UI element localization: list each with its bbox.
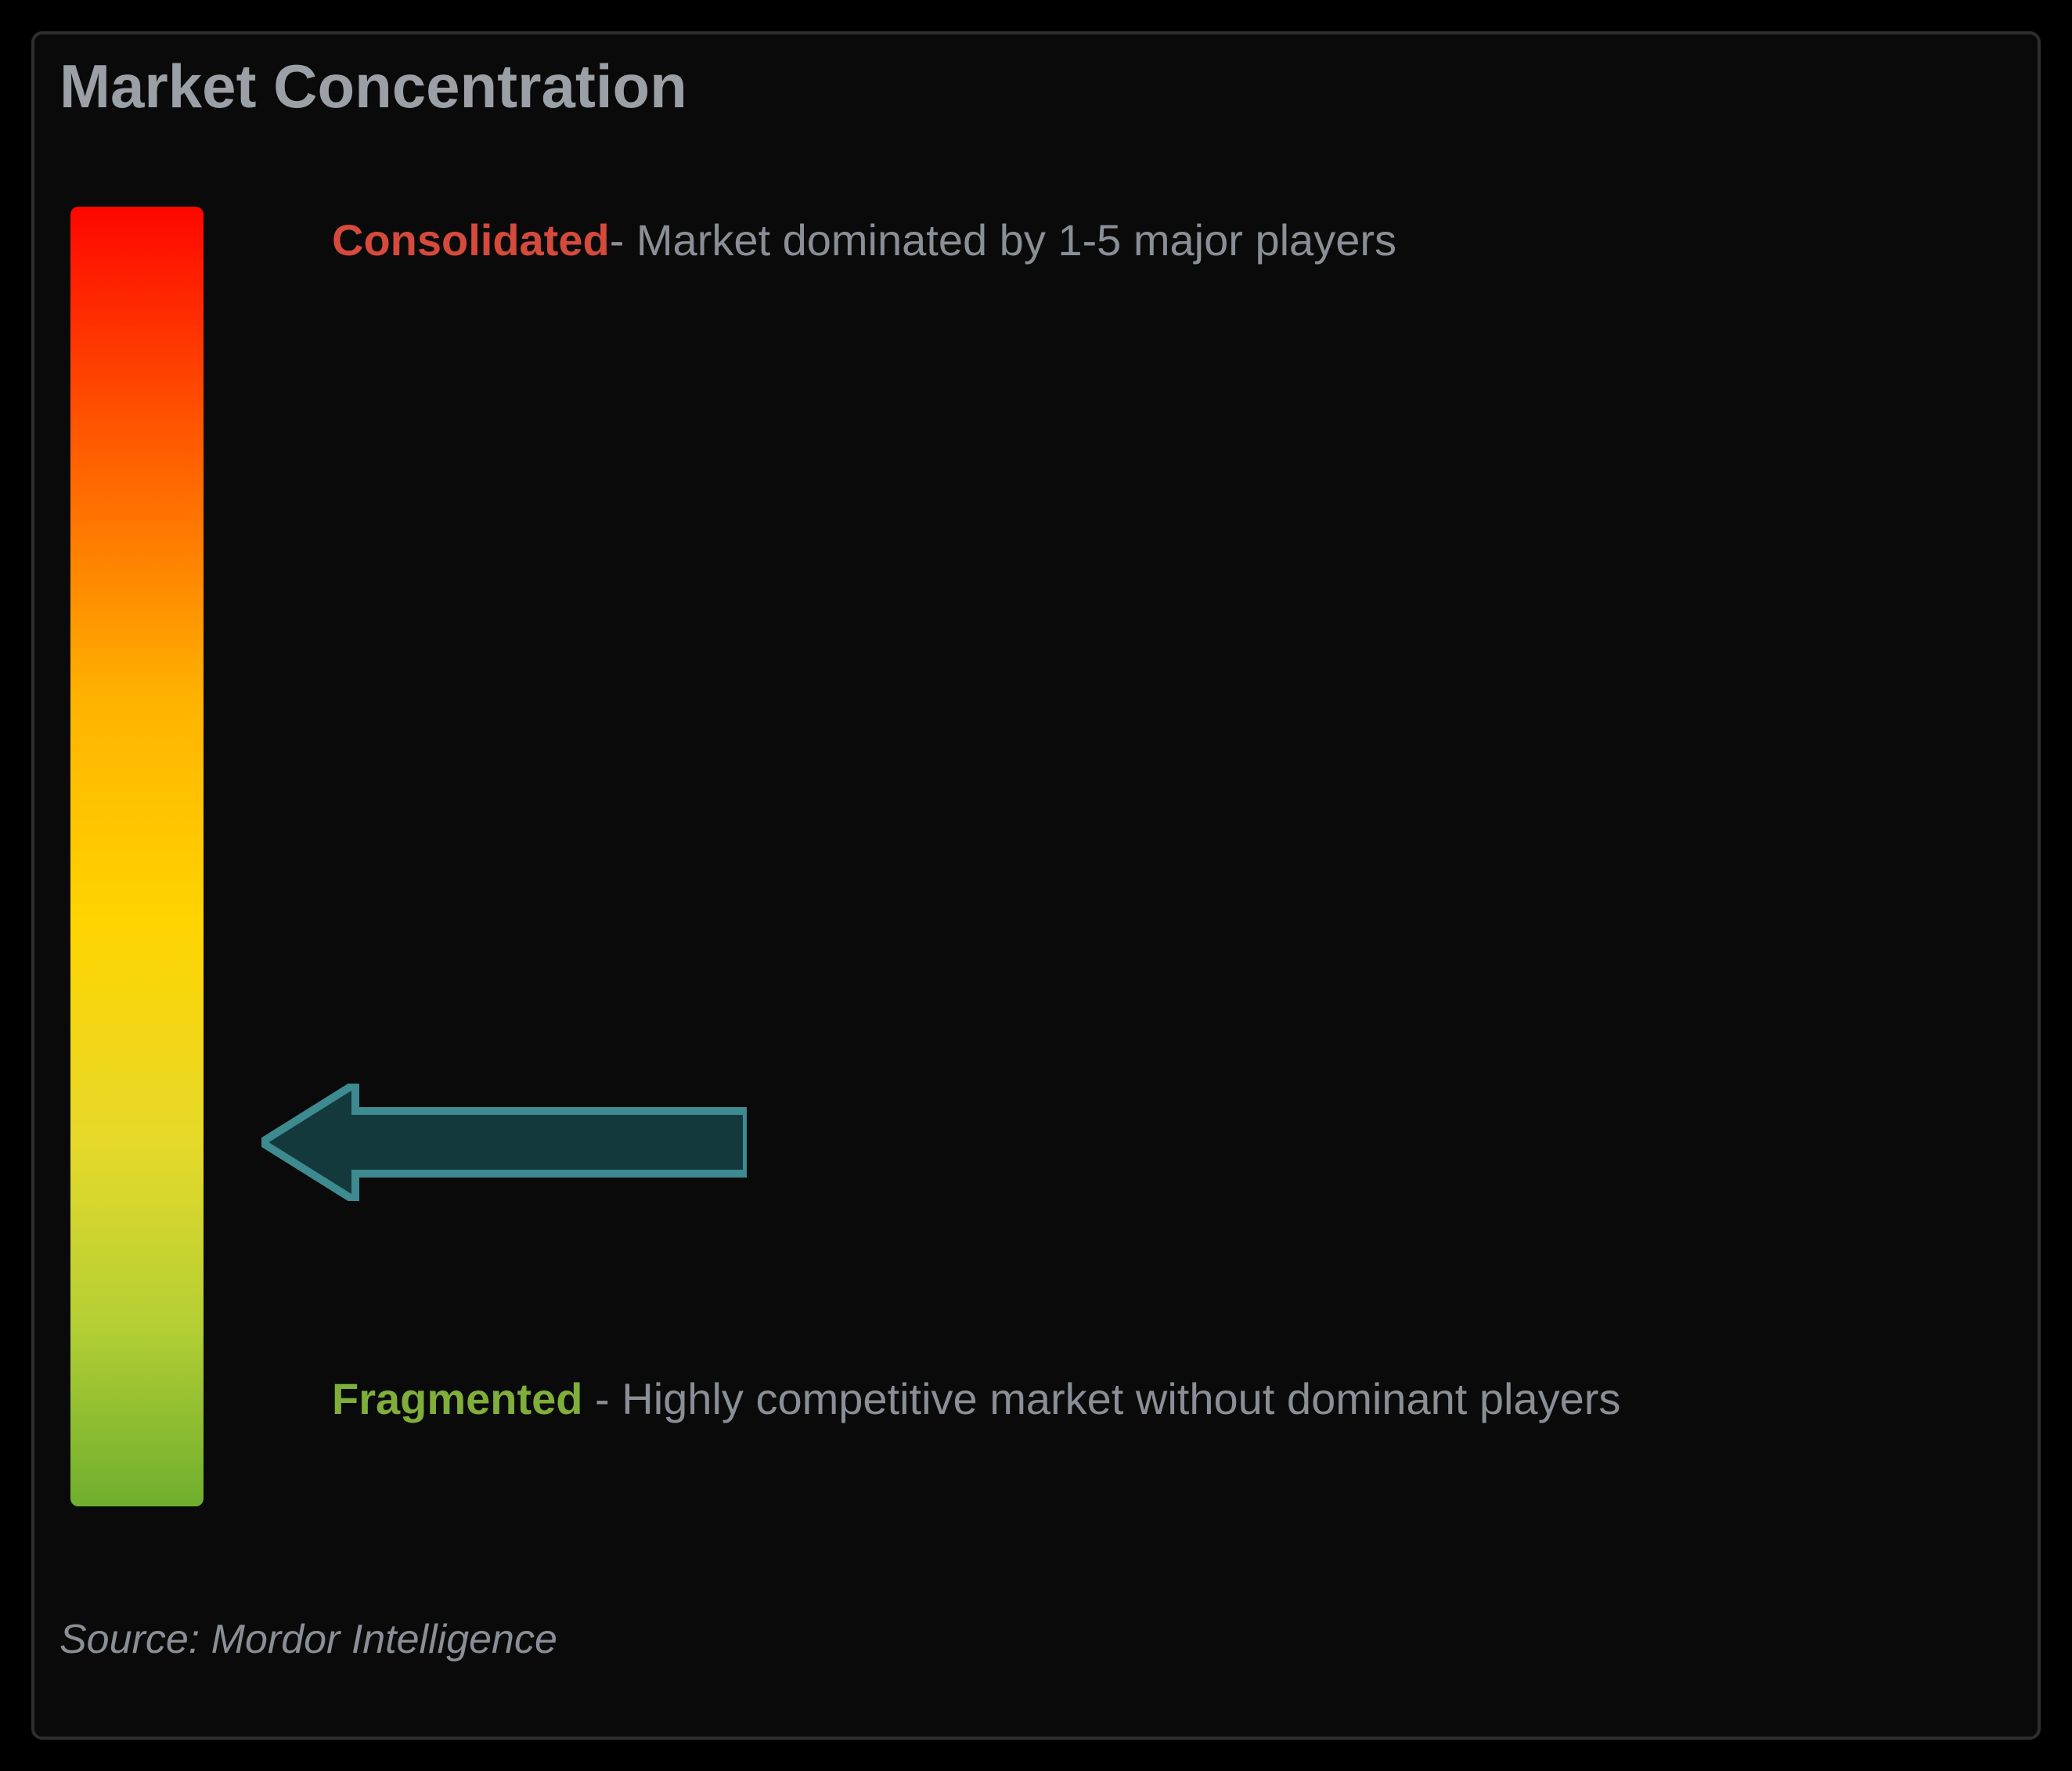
label-fragmented-term: Fragmented xyxy=(332,1374,583,1423)
label-fragmented: Fragmented - Highly competitive market w… xyxy=(332,1365,1741,1434)
source-name: Mordor Intelligence xyxy=(211,1617,557,1662)
label-consolidated: Consolidated- Market dominated by 1-5 ma… xyxy=(332,207,1741,275)
label-fragmented-desc: - Highly competitive market without domi… xyxy=(583,1374,1621,1423)
chart-title: Market Concentration xyxy=(59,50,687,124)
label-consolidated-desc: - Market dominated by 1-5 major players xyxy=(610,215,1396,265)
concentration-gradient-bar xyxy=(70,207,204,1506)
position-arrow-icon xyxy=(261,1084,747,1201)
concentration-card: Market Concentration Consolidated- Market… xyxy=(31,31,2041,1740)
label-consolidated-term: Consolidated xyxy=(332,215,610,265)
source-attribution: Source: Mordor Intelligence xyxy=(59,1616,557,1663)
source-prefix: Source: xyxy=(59,1617,211,1662)
